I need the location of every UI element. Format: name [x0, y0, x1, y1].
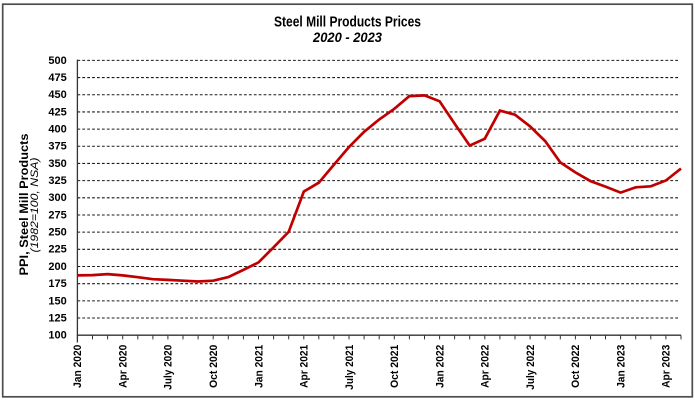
svg-text:350: 350 — [48, 158, 66, 170]
svg-text:July 2020: July 2020 — [163, 345, 175, 390]
svg-text:July 2022: July 2022 — [525, 345, 537, 390]
svg-text:150: 150 — [48, 295, 66, 307]
svg-text:2020 - 2023: 2020 - 2023 — [312, 29, 382, 45]
svg-text:375: 375 — [48, 141, 66, 153]
svg-text:(1982=100, NSA): (1982=100, NSA) — [29, 157, 41, 252]
svg-text:Oct 2020: Oct 2020 — [208, 345, 220, 388]
svg-text:450: 450 — [48, 89, 66, 101]
svg-text:250: 250 — [48, 227, 66, 239]
svg-text:475: 475 — [48, 72, 66, 84]
svg-text:425: 425 — [48, 106, 66, 118]
svg-text:Jan 2023: Jan 2023 — [615, 345, 627, 388]
svg-text:400: 400 — [48, 124, 66, 136]
svg-text:Apr 2020: Apr 2020 — [118, 345, 130, 388]
svg-text:500: 500 — [48, 55, 66, 67]
svg-text:PPI, Steel Mill Products: PPI, Steel Mill Products — [19, 134, 31, 276]
svg-text:Oct 2021: Oct 2021 — [389, 345, 401, 388]
svg-text:200: 200 — [48, 261, 66, 273]
svg-text:Steel Mill Products Prices: Steel Mill Products Prices — [274, 13, 421, 30]
svg-text:275: 275 — [48, 209, 66, 221]
svg-text:Apr 2023: Apr 2023 — [661, 345, 673, 388]
svg-text:100: 100 — [48, 330, 66, 342]
svg-text:225: 225 — [48, 244, 66, 256]
svg-text:Apr 2022: Apr 2022 — [480, 345, 492, 388]
svg-text:325: 325 — [48, 175, 66, 187]
svg-text:300: 300 — [48, 192, 66, 204]
svg-text:July 2021: July 2021 — [344, 345, 356, 390]
svg-text:125: 125 — [48, 312, 66, 324]
svg-text:Jan 2020: Jan 2020 — [72, 345, 84, 388]
svg-text:Oct 2022: Oct 2022 — [570, 345, 582, 388]
svg-text:Jan 2021: Jan 2021 — [253, 345, 265, 388]
svg-text:Jan 2022: Jan 2022 — [434, 345, 446, 388]
svg-text:Apr 2021: Apr 2021 — [299, 345, 311, 388]
svg-text:175: 175 — [48, 278, 66, 290]
